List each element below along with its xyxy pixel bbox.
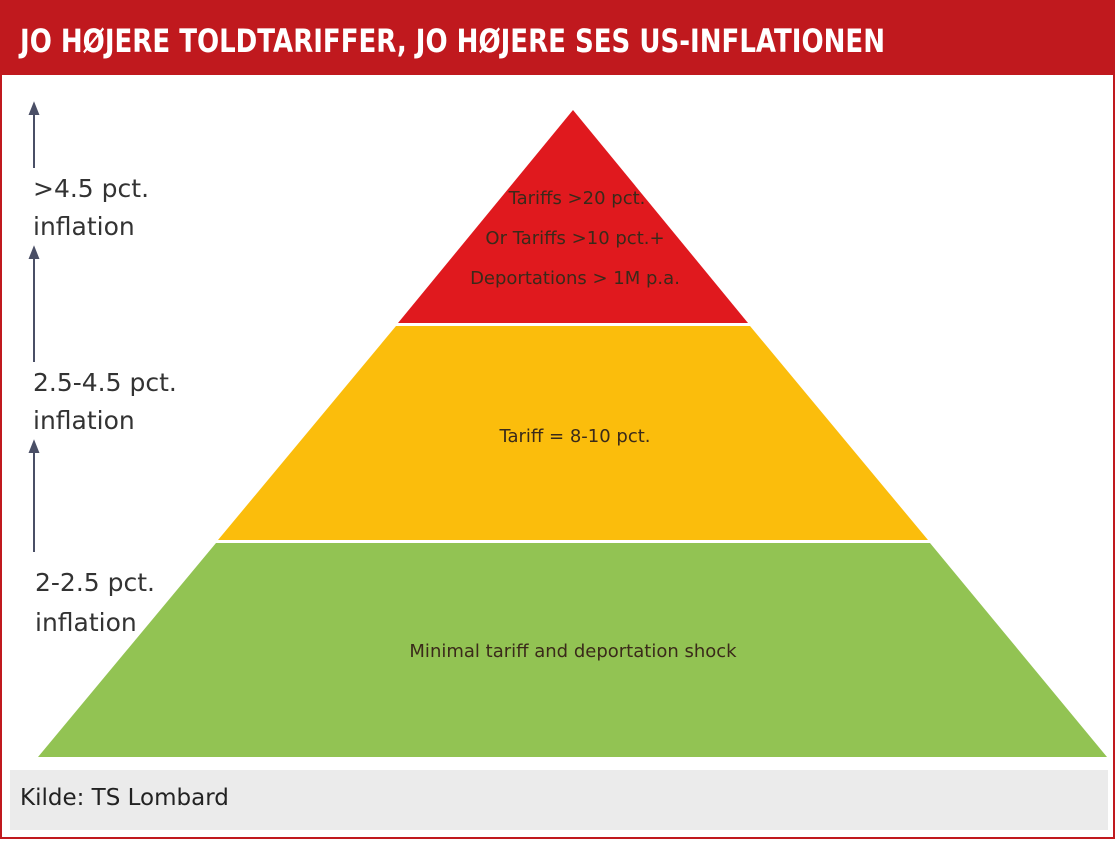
level-text: Minimal tariff and deportation shock: [409, 641, 737, 662]
pyramid-middle: [218, 326, 928, 540]
level-label: inflation: [33, 406, 135, 435]
level-text: Tariffs >20 pct.: [508, 188, 646, 209]
source: Kilde: TS Lombard: [20, 785, 229, 811]
header-bar: [1, 1, 1114, 75]
level-text: Deportations > 1M p.a.: [470, 268, 680, 289]
pyramid-bottom: [38, 543, 1107, 757]
footer: [10, 770, 1108, 830]
level-label: inflation: [35, 608, 137, 637]
level-label: 2-2.5 pct.: [35, 568, 155, 597]
pyramid-top: [398, 110, 748, 323]
level-text: Tariff = 8-10 pct.: [498, 426, 650, 447]
level-label: inflation: [33, 212, 135, 241]
header-title: JO HØJERE TOLDTARIFFER, JO HØJERE SES US…: [18, 22, 885, 60]
level-text: Or Tariffs >10 pct.+: [485, 228, 664, 249]
arrows: [28, 101, 40, 552]
level-label: 2.5-4.5 pct.: [33, 368, 177, 397]
level-label: >4.5 pct.: [33, 174, 149, 203]
